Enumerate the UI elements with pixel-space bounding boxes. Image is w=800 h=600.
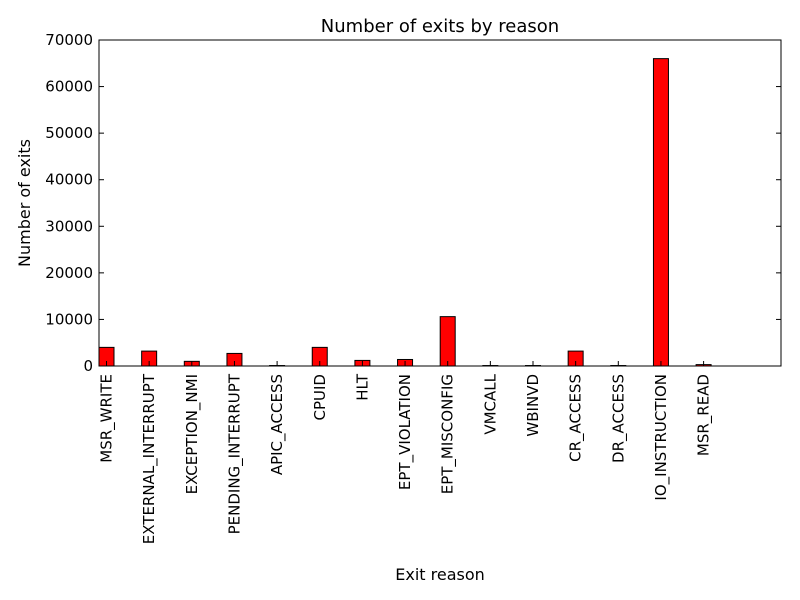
y-tick-label: 0	[83, 357, 93, 375]
x-axis-label: Exit reason	[395, 565, 485, 584]
x-tick-label: IO_INSTRUCTION	[652, 374, 671, 501]
y-tick-label: 30000	[45, 217, 93, 235]
x-tick-label: WBINVD	[524, 374, 542, 437]
bar-io-instruction	[652, 58, 669, 367]
y-axis-ticks: 0 10000 20000 30000 40000 50000 60000 70000	[45, 31, 781, 375]
x-tick-label: APIC_ACCESS	[268, 374, 287, 475]
x-tick-label: VMCALL	[481, 373, 499, 434]
y-axis-label: Number of exits	[15, 139, 34, 267]
x-tick-label: EPT_VIOLATION	[396, 374, 415, 490]
x-tick-label: EXTERNAL_INTERRUPT	[140, 373, 159, 544]
y-tick-label: 10000	[45, 310, 93, 328]
x-tick-label: HLT	[353, 373, 371, 401]
y-tick-label: 50000	[45, 124, 93, 142]
x-tick-label: EXCEPTION_NMI	[183, 374, 202, 494]
x-tick-label: MSR_READ	[695, 374, 714, 456]
y-tick-label: 60000	[45, 78, 93, 96]
bars	[98, 58, 712, 367]
y-tick-label: 70000	[45, 31, 93, 49]
x-tick-label: MSR_WRITE	[98, 374, 117, 463]
x-axis-ticks: MSR_WRITE EXTERNAL_INTERRUPT EXCEPTION_NMI…	[98, 361, 714, 544]
x-tick-label: PENDING_INTERRUPT	[225, 373, 244, 534]
x-tick-label: DR_ACCESS	[609, 374, 628, 463]
y-tick-label: 20000	[45, 264, 93, 282]
y-tick-label: 40000	[45, 171, 93, 189]
x-tick-label: EPT_MISCONFIG	[439, 374, 458, 494]
bar-ept-misconfig	[439, 316, 456, 367]
chart-title: Number of exits by reason	[321, 16, 559, 37]
plot-frame	[98, 39, 782, 367]
x-tick-label: CR_ACCESS	[567, 374, 586, 462]
x-tick-label: CPUID	[311, 374, 329, 420]
